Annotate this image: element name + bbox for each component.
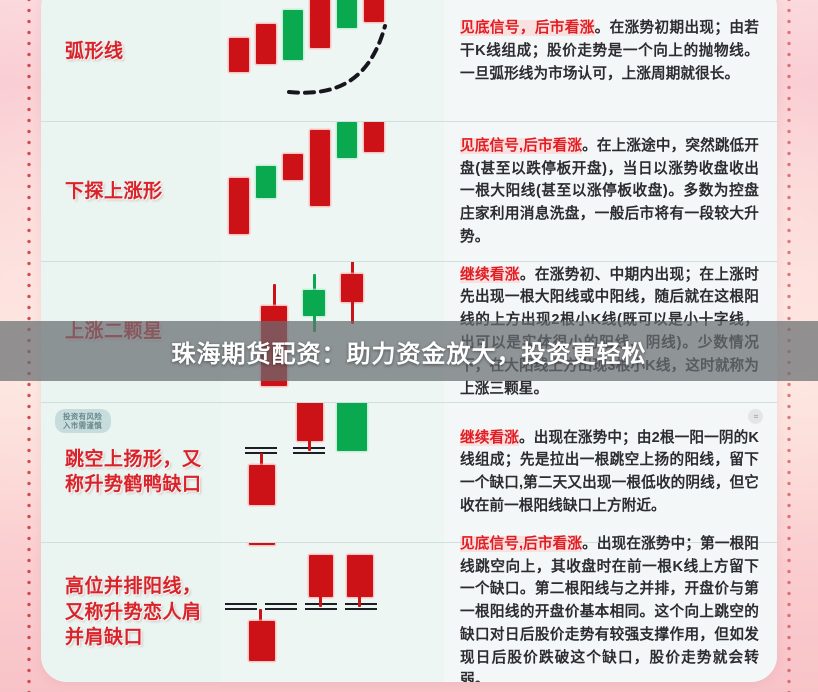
candle-up bbox=[364, 0, 384, 22]
description-body: 。在涨势初期出现；由若干K线组成；股价走势是一个向上的抛物线。一旦弧形线为市场认… bbox=[460, 20, 759, 82]
pattern-name: 跳空上扬形，又称升势鹤鸭缺口 bbox=[65, 448, 202, 496]
table-row: 投资有风险 入市需谨慎 跳空上扬形，又称升势鹤鸭缺口 ⌗ bbox=[41, 402, 777, 543]
candle-up bbox=[249, 542, 275, 545]
pattern-description-cell: 见底信号,后市看涨。在上涨途中，突然跳低开盘(甚至以跌停板开盘)，当日以涨势收盘… bbox=[444, 122, 777, 262]
candle-up bbox=[341, 274, 363, 303]
gap-marker bbox=[225, 602, 257, 610]
candlestick-chart-side-by-side-white-lines-pattern bbox=[221, 542, 444, 682]
description-body: 。出现在涨势中；由2根一阳一阴的K线组成；先是拉出一根跳空上扬的阳线，留下一个缺… bbox=[460, 429, 759, 514]
candle-up bbox=[229, 38, 249, 72]
candle-wick bbox=[351, 300, 354, 325]
description-body: 。在上涨途中，突然跳低开盘(甚至以跌停板开盘)，当日以涨势收盘收出一根大阳线(甚… bbox=[460, 137, 759, 245]
description-lead: 继续看涨 bbox=[460, 429, 519, 446]
pattern-name: 高位并排阳线，又称升势恋人肩并肩缺口 bbox=[65, 576, 202, 649]
candle-up bbox=[297, 402, 323, 441]
candle-wick bbox=[351, 262, 354, 277]
chart-canvas bbox=[221, 542, 444, 682]
pattern-name-cell: 高位并排阳线，又称升势恋人肩并肩缺口 bbox=[41, 542, 221, 682]
candle-wick bbox=[273, 284, 276, 309]
promo-overlay-banner: 珠海期货配资：助力资金放大，投资更轻松 bbox=[0, 321, 818, 381]
candle-down bbox=[337, 0, 357, 28]
gap-marker bbox=[265, 602, 297, 610]
table-row: 高位并排阳线，又称升势恋人肩并肩缺口 bbox=[41, 535, 777, 682]
pattern-name-cell: 投资有风险 入市需谨慎 跳空上扬形，又称升势鹤鸭缺口 bbox=[41, 402, 221, 542]
candle-down bbox=[337, 122, 357, 159]
pattern-name: 弧形线 bbox=[65, 40, 124, 62]
candle-down bbox=[303, 290, 325, 317]
candle-up bbox=[364, 122, 384, 153]
table-row: 下探上涨形 见底信号,后市看涨。在上涨途中，突然跳低开盘(甚至以跌停板开盘)，当… bbox=[41, 122, 777, 263]
candle-up bbox=[229, 178, 249, 235]
candle-wick bbox=[260, 452, 263, 467]
description-lead: 见底信号,后市看涨 bbox=[460, 137, 583, 154]
pattern-name-cell: 下探上涨形 bbox=[41, 122, 221, 262]
pattern-description: 见底信号,后市看涨。在上涨途中，突然跳低开盘(甚至以跌停板开盘)，当日以涨势收盘… bbox=[460, 135, 759, 249]
pattern-description-cell: 见底信号,后市看涨。出现在涨势中；第一根阳线跳空向上，其收盘时在前一根K线上方留… bbox=[444, 535, 777, 682]
candle-wick bbox=[308, 438, 311, 451]
gap-marker bbox=[345, 602, 377, 610]
candle-wick bbox=[259, 608, 262, 623]
candle-up bbox=[256, 24, 276, 64]
pattern-description: 继续看涨。出现在涨势中；由2根一阳一阴的K线组成；先是拉出一根跳空上扬的阳线，留… bbox=[460, 427, 759, 518]
candlestick-chart-arc-line-pattern bbox=[221, 0, 444, 122]
candle-up bbox=[347, 554, 373, 597]
candle-up bbox=[310, 0, 330, 48]
watermark-icon: ⌗ bbox=[748, 408, 763, 424]
chart-canvas bbox=[221, 402, 444, 542]
pattern-description-cell: 见底信号，后市看涨。在涨势初期出现；由若干K线组成；股价走势是一个向上的抛物线。… bbox=[444, 0, 777, 122]
description-body: 。出现在涨势中；第一根阳线跳空向上，其收盘时在前一根K线上方留下一个缺口。第二根… bbox=[460, 535, 759, 682]
candle-wick bbox=[313, 274, 316, 293]
pattern-name: 下探上涨形 bbox=[65, 181, 163, 203]
candle-up bbox=[310, 130, 330, 207]
promo-overlay-text: 珠海期货配资：助力资金放大，投资更轻松 bbox=[171, 340, 647, 368]
risk-disclaimer-badge: 投资有风险 入市需谨慎 bbox=[55, 408, 111, 434]
candle-up bbox=[283, 154, 303, 181]
pattern-name-cell: 弧形线 bbox=[41, 0, 221, 122]
chart-canvas bbox=[221, 0, 444, 121]
table-row: 弧形线 见底信号，后市看涨 bbox=[41, 0, 777, 123]
description-lead: 继续看涨 bbox=[460, 266, 520, 283]
pattern-description-cell: ⌗ 继续看涨。出现在涨势中；由2根一阳一阴的K线组成；先是拉出一根跳空上扬的阳线… bbox=[444, 402, 777, 542]
candle-wick bbox=[358, 594, 361, 607]
candle-up bbox=[309, 554, 333, 597]
candle-wick bbox=[319, 594, 322, 607]
pattern-description: 见底信号,后市看涨。出现在涨势中；第一根阳线跳空向上，其收盘时在前一根K线上方留… bbox=[460, 533, 759, 682]
pattern-description: 见底信号，后市看涨。在涨势初期出现；由若干K线组成；股价走势是一个向上的抛物线。… bbox=[460, 17, 759, 85]
description-lead: 见底信号,后市看涨 bbox=[460, 535, 583, 552]
pattern-rows: 弧形线 见底信号，后市看涨 bbox=[41, 0, 777, 682]
candle-up bbox=[249, 620, 275, 661]
candle-down bbox=[337, 402, 367, 451]
candle-up bbox=[249, 464, 275, 505]
candlestick-chart-gap-up-pattern bbox=[221, 402, 444, 542]
candlestick-chart-dip-then-rise-pattern bbox=[221, 122, 444, 262]
description-lead: 见底信号，后市看涨 bbox=[460, 20, 595, 37]
candle-down bbox=[283, 10, 303, 60]
chart-canvas bbox=[221, 122, 444, 261]
candle-down bbox=[256, 166, 276, 199]
